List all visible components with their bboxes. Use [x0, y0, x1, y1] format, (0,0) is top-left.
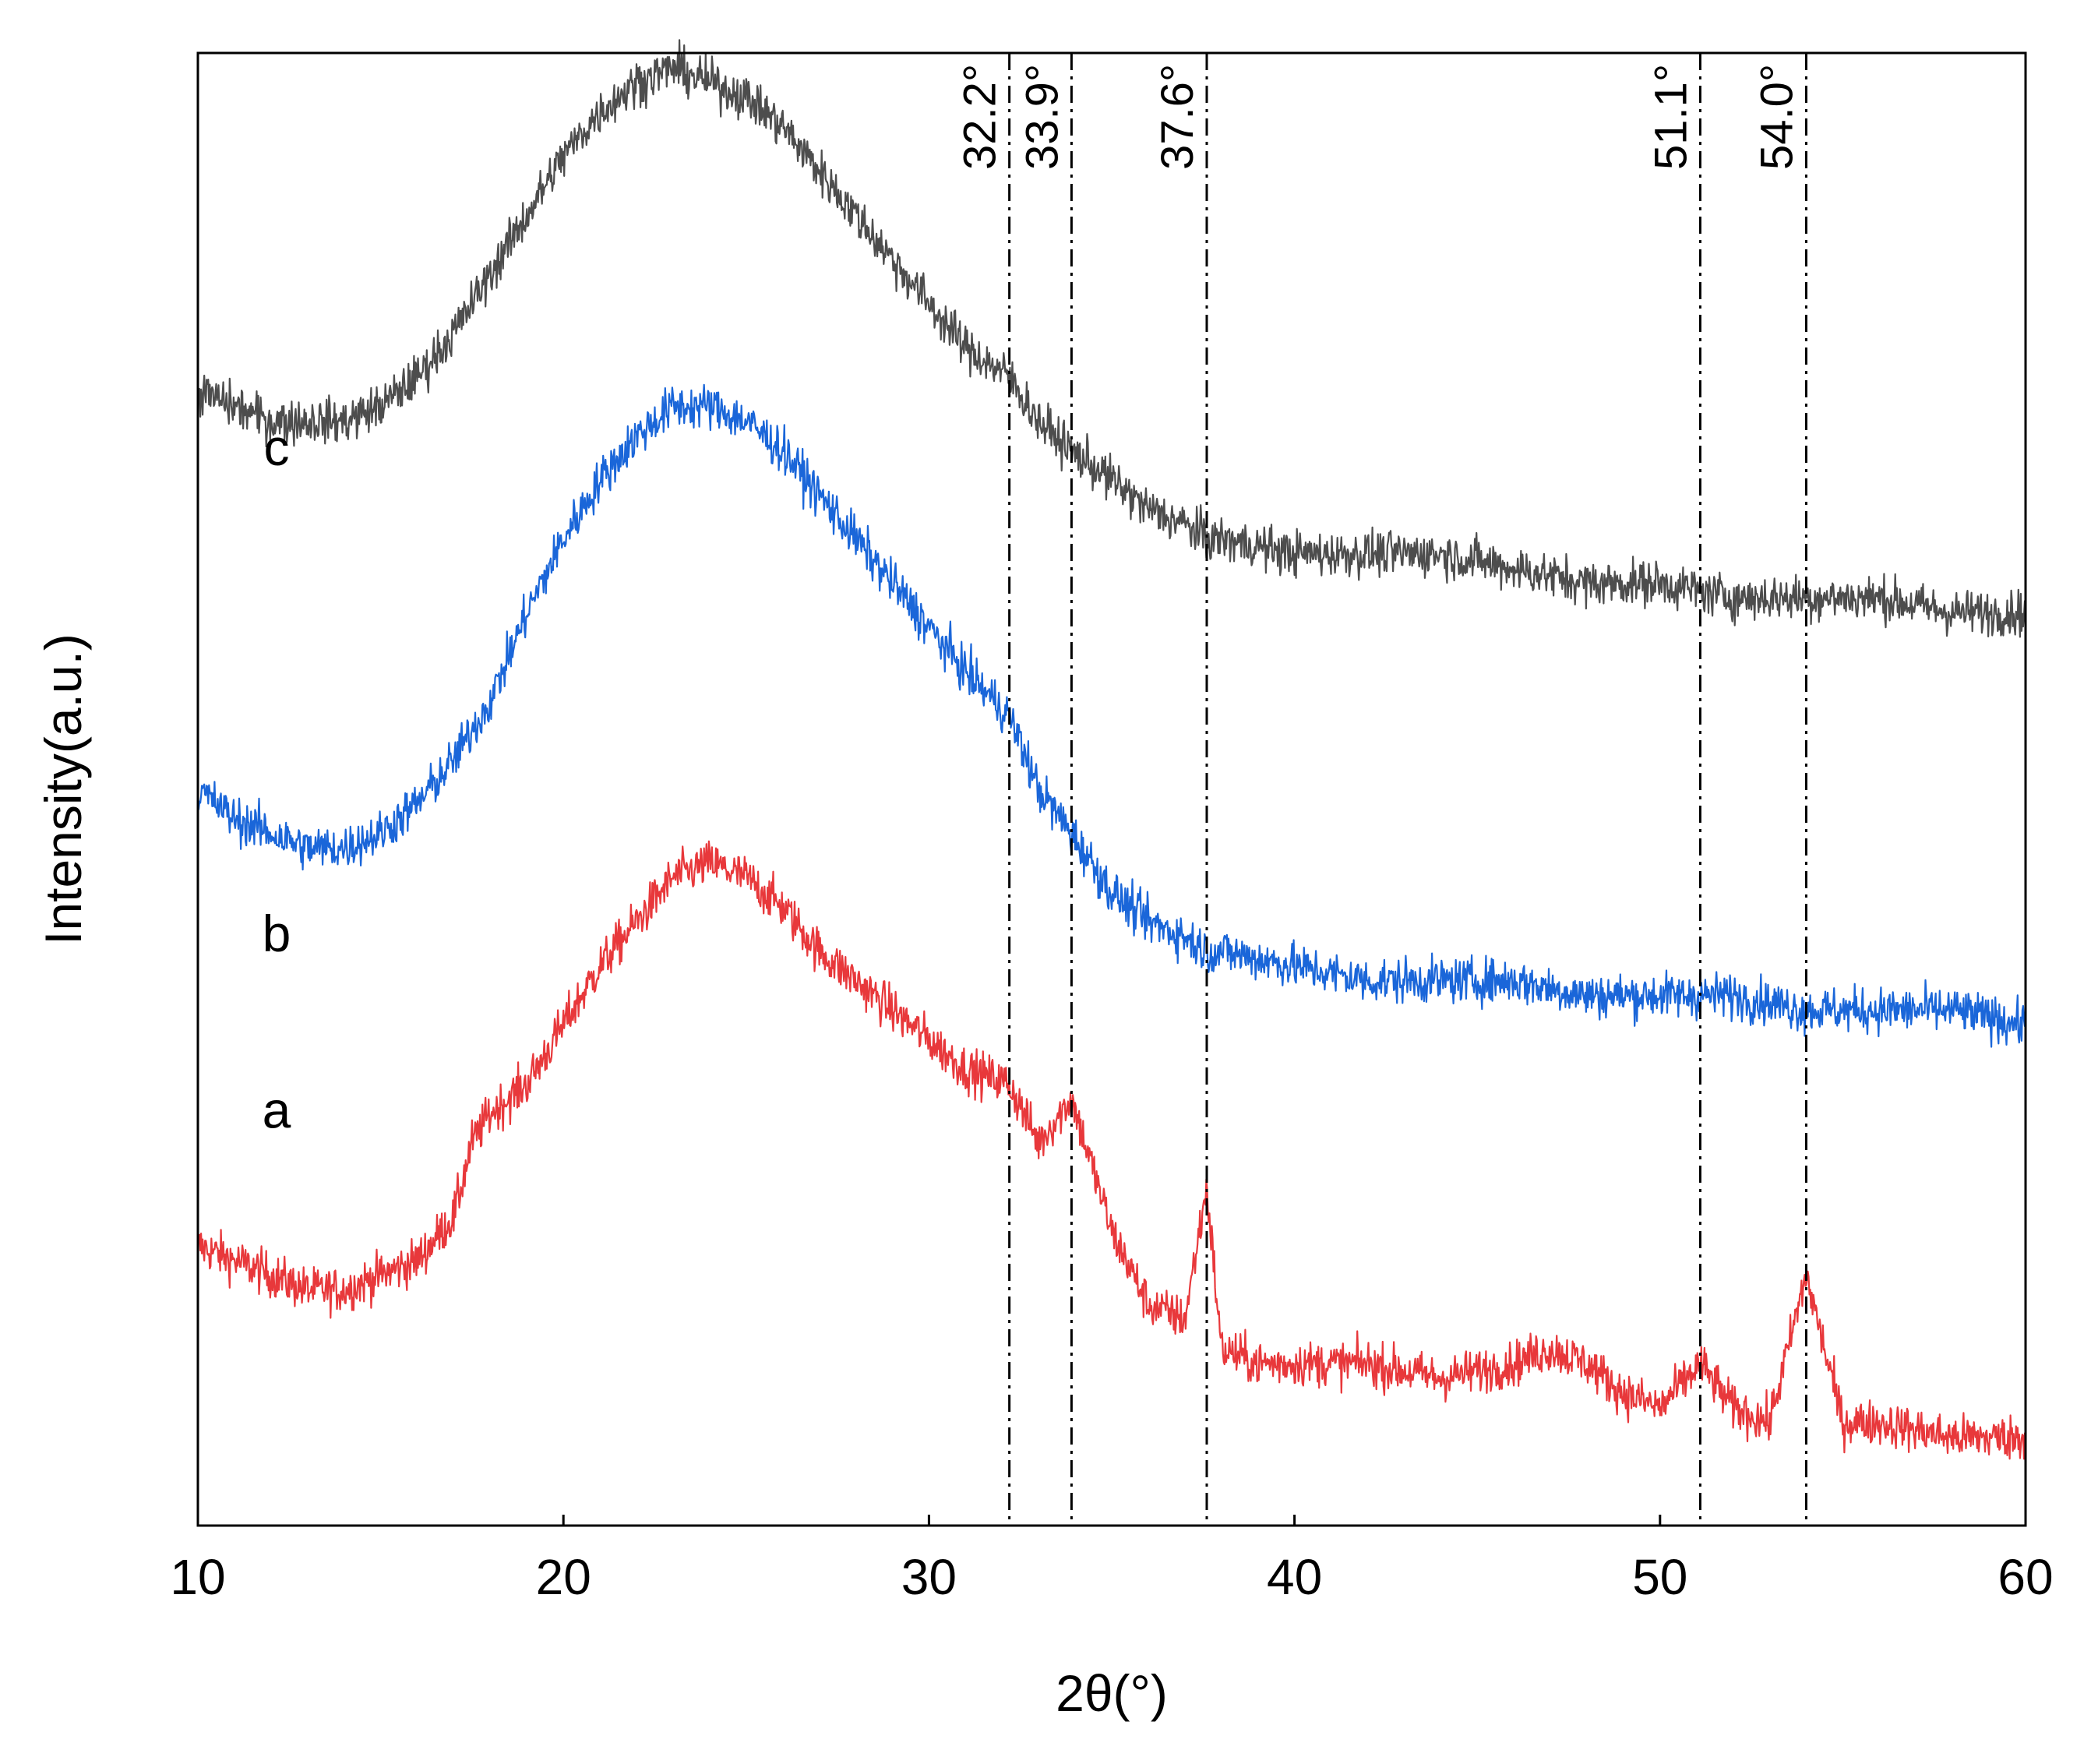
series-a	[196, 840, 2027, 1460]
x-tick-label: 50	[1632, 1549, 1687, 1605]
x-tick-label: 40	[1267, 1549, 1322, 1605]
series-line-c	[196, 39, 2026, 638]
reference-line-label: 51.1°	[1645, 64, 1696, 170]
series-layer: a b c	[196, 39, 2027, 1460]
series-line-a	[196, 840, 2027, 1460]
x-axis: 10 20 30 40 50 60	[170, 1515, 2054, 1605]
series-label-c: c	[264, 418, 290, 476]
series-b	[196, 383, 2027, 1048]
plot-frame	[196, 51, 2027, 1527]
x-axis-title: 2θ(°)	[1056, 1664, 1168, 1722]
x-tick-label: 10	[170, 1549, 225, 1605]
y-axis-title: Intensity(a.u.)	[34, 633, 92, 945]
series-label-b: b	[263, 905, 291, 962]
reference-line-label: 32.2°	[955, 64, 1006, 170]
series-line-b	[196, 383, 2027, 1048]
x-tick-label: 60	[1998, 1549, 2053, 1605]
x-tick-label: 20	[536, 1549, 591, 1605]
x-tick-label: 30	[901, 1549, 957, 1605]
reference-line-label: 33.9°	[1017, 64, 1067, 170]
series-label-a: a	[263, 1081, 291, 1139]
reference-line-label: 37.6°	[1152, 64, 1203, 170]
reference-lines: 32.2° 33.9° 37.6° 51.1° 54.0°	[955, 53, 1807, 1526]
reference-line-label: 54.0°	[1751, 64, 1802, 170]
